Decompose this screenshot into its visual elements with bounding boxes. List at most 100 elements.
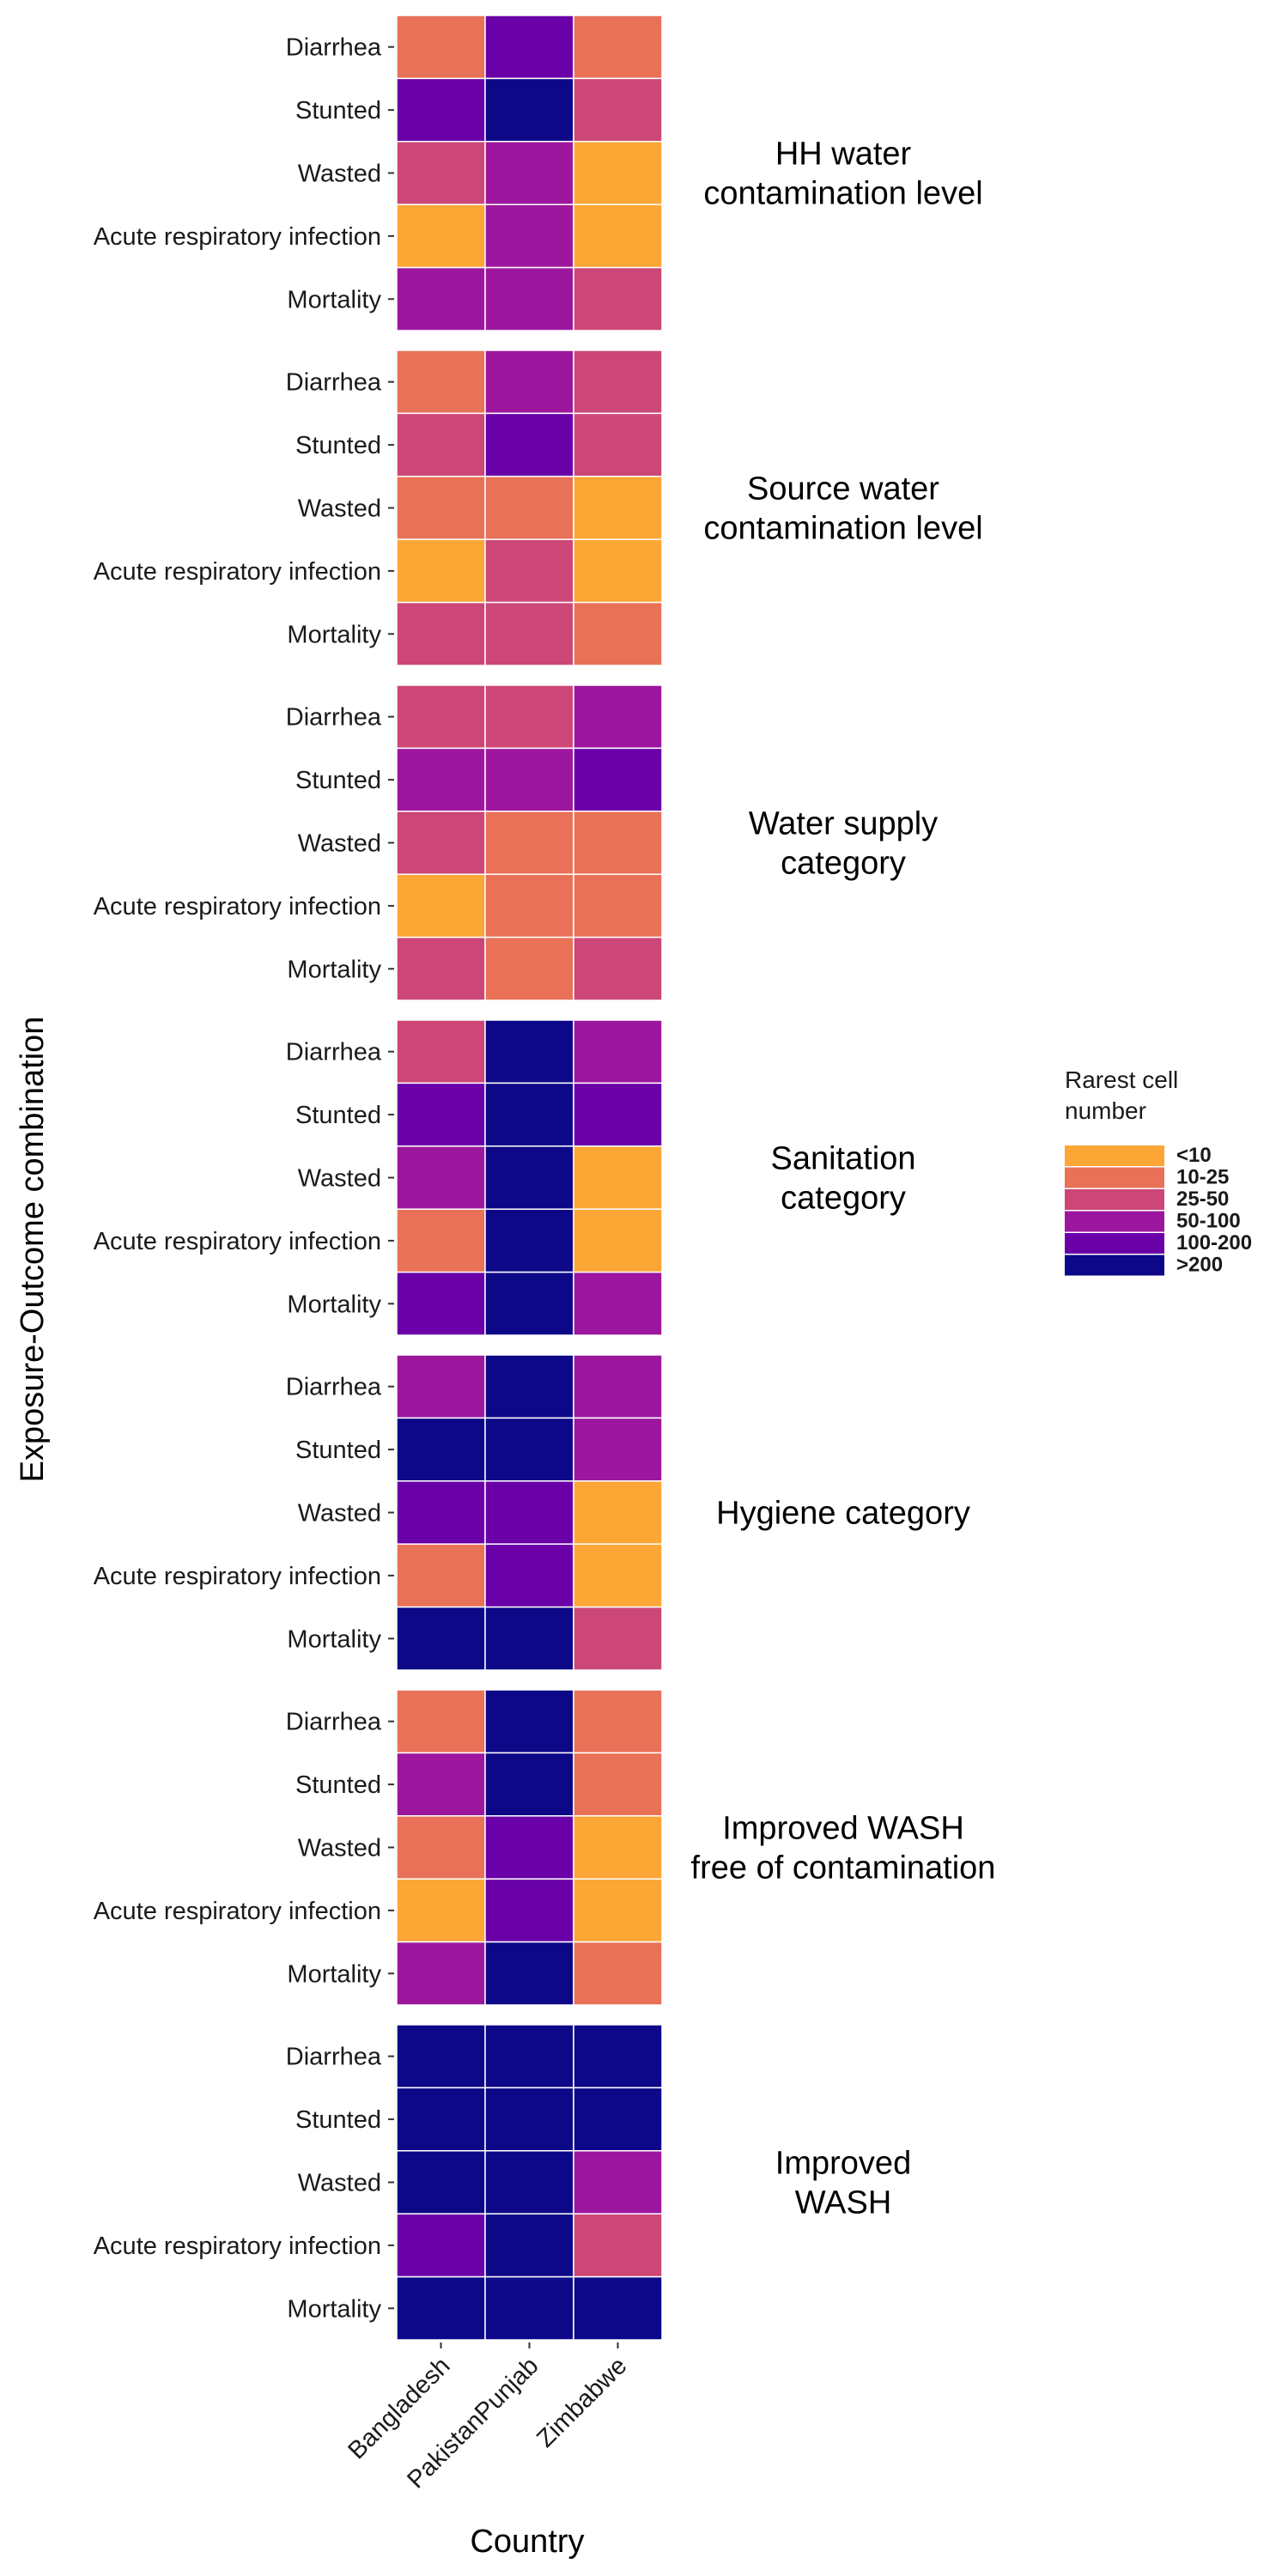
y-tick-label: Acute respiratory infection [94, 1898, 381, 1925]
legend-swatch [1065, 1189, 1164, 1210]
heatmap-cell [484, 1543, 574, 1608]
legend-label: >200 [1176, 1254, 1223, 1277]
legend-label: 100-200 [1176, 1231, 1252, 1255]
heatmap-cell [396, 873, 486, 939]
legend-title: Rarest cell [1065, 1066, 1178, 1093]
heatmap-cell [396, 2275, 486, 2341]
heatmap-cell [573, 2087, 663, 2152]
heatmap-cell [484, 1480, 574, 1545]
legend: Rarest cell number <1010-2525-5050-100100-… [1065, 1066, 1252, 1277]
y-tick-label: Mortality [287, 621, 381, 648]
heatmap-cell [484, 2087, 574, 2152]
heatmap-cell [396, 1082, 486, 1147]
y-tick-label: Acute respiratory infection [94, 1228, 381, 1255]
heatmap-cell [484, 1752, 574, 1817]
heatmap-cell [573, 873, 663, 939]
heatmap-cell [573, 412, 663, 477]
legend-label: 25-50 [1176, 1188, 1229, 1211]
heatmap-cell [573, 349, 663, 415]
heatmap-cell [396, 1878, 486, 1943]
facet-panel: Diarrhea Stunted Wasted Acute respiratory i… [94, 349, 983, 666]
y-tick-label: Acute respiratory infection [94, 893, 381, 920]
y-tick-label: Mortality [287, 956, 381, 983]
facet-label: category [781, 846, 906, 882]
heatmap-cell [573, 2024, 663, 2089]
heatmap-cell [484, 936, 574, 1001]
heatmap-cell [484, 747, 574, 812]
heatmap-cell [396, 538, 486, 604]
heatmap-cell [573, 747, 663, 812]
heatmap-cell [573, 77, 663, 143]
heatmap-cell [484, 684, 574, 750]
heatmap-cell [396, 2213, 486, 2278]
y-tick-label: Stunted [295, 1771, 381, 1799]
heatmap-cell [573, 204, 663, 269]
x-axis-title: Country [470, 2524, 584, 2560]
y-tick-label: Stunted [295, 767, 381, 794]
legend-title: number [1065, 1097, 1146, 1124]
y-tick-label: Wasted [298, 161, 381, 188]
x-tick-label: Zimbabwe [532, 2352, 632, 2452]
heatmap-cell [484, 1815, 574, 1880]
facet-label: Improved [775, 2146, 911, 2182]
facet-label: contamination level [703, 176, 982, 212]
facet-panel: Diarrhea Stunted Wasted Acute respiratory i… [94, 684, 938, 1001]
heatmap-cell [484, 1082, 574, 1147]
heatmap-cell [396, 1354, 486, 1419]
heatmap-cell [396, 1689, 486, 1754]
y-tick-label: Mortality [287, 286, 381, 313]
y-tick-label: Diarrhea [286, 1709, 382, 1736]
facet-panel: Diarrhea Stunted Wasted Acute respiratory i… [94, 15, 983, 331]
heatmap-cell [573, 1689, 663, 1754]
y-tick-label: Mortality [287, 1625, 381, 1653]
heatmap-cell [573, 936, 663, 1001]
heatmap-cell [396, 601, 486, 666]
heatmap-cell [396, 1019, 486, 1084]
heatmap-cell [484, 2024, 574, 2089]
heatmap-cell [573, 1543, 663, 1608]
heatmap-cell [396, 811, 486, 875]
heatmap-cell [484, 141, 574, 205]
heatmap-cell [573, 1878, 663, 1943]
legend-swatch [1065, 1167, 1164, 1188]
heatmap-cell [484, 1941, 574, 2006]
heatmap-cell [484, 1606, 574, 1671]
heatmap-cell [396, 1815, 486, 1880]
heatmap-cell [573, 601, 663, 666]
heatmap-cell [484, 266, 574, 331]
facet-panel: Diarrhea Stunted Wasted Acute respiratory i… [94, 2024, 911, 2341]
heatmap-cell [573, 1480, 663, 1545]
facet-panel: Diarrhea Stunted Wasted Acute respiratory i… [94, 1689, 996, 2006]
heatmap-cell [484, 1417, 574, 1482]
heatmap-cell [396, 349, 486, 415]
heatmap-cell [396, 1145, 486, 1210]
heatmap-cell [396, 1208, 486, 1273]
heatmap-cell [396, 684, 486, 750]
facet-panel: Diarrhea Stunted Wasted Acute respiratory i… [94, 1019, 916, 1336]
facet-panels: Diarrhea Stunted Wasted Acute respiratory i… [94, 15, 996, 2341]
heatmap-cell [396, 1606, 486, 1671]
heatmap-cell [573, 1606, 663, 1671]
heatmap-cell [484, 1019, 574, 1084]
y-tick-label: Diarrhea [286, 34, 382, 62]
y-tick-label: Wasted [298, 1835, 381, 1862]
y-tick-label: Wasted [298, 830, 381, 858]
heatmap-cell [396, 1480, 486, 1545]
y-tick-label: Wasted [298, 1500, 381, 1528]
heatmap-cell [396, 77, 486, 143]
heatmap-cell [484, 1689, 574, 1754]
y-tick-label: Acute respiratory infection [94, 1563, 381, 1590]
heatmap-cell [484, 204, 574, 269]
y-tick-label: Stunted [295, 97, 381, 125]
y-tick-label: Wasted [298, 1165, 381, 1193]
y-tick-label: Stunted [295, 2106, 381, 2134]
facet-label: Water supply [749, 806, 938, 842]
y-tick-label: Mortality [287, 1960, 381, 1988]
legend-swatch [1065, 1233, 1164, 1254]
facet-label: free of contamination [691, 1850, 996, 1886]
y-tick-label: Diarrhea [286, 704, 382, 732]
y-tick-label: Diarrhea [286, 1374, 382, 1401]
legend-swatch [1065, 1211, 1164, 1232]
